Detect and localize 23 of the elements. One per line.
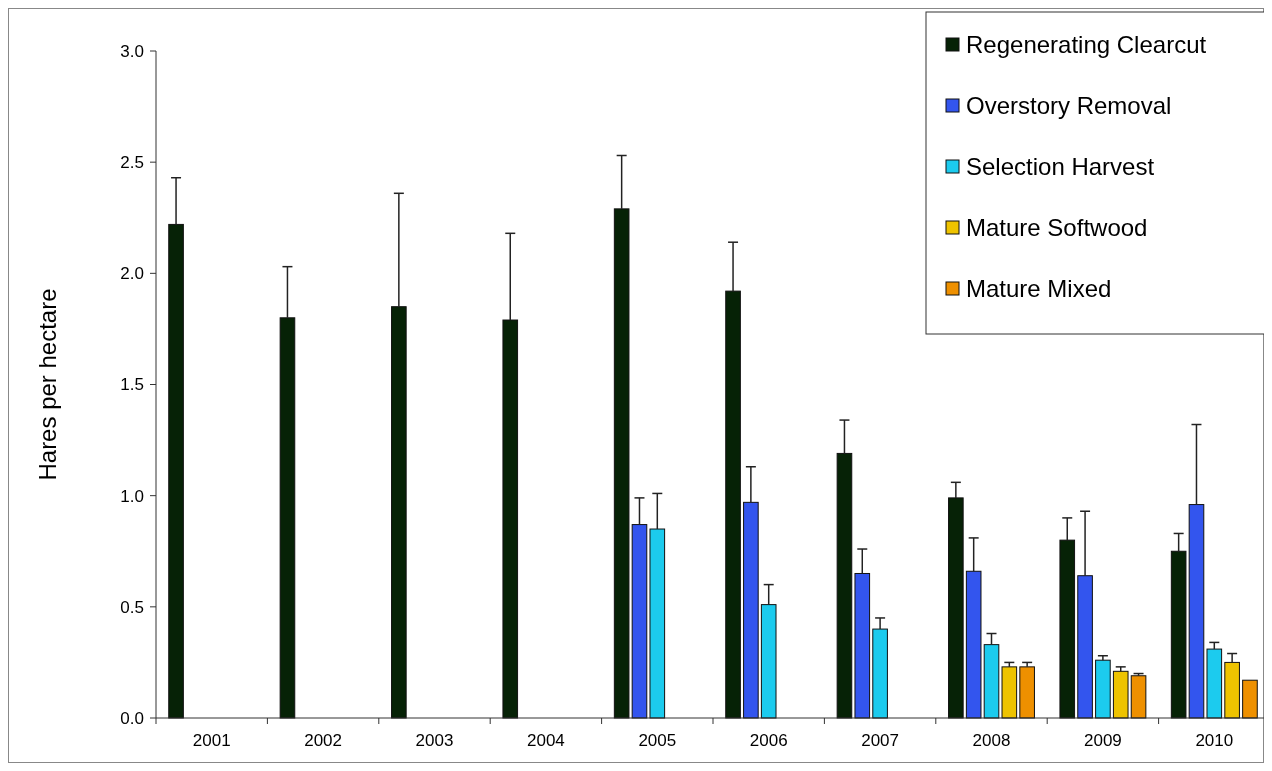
x-tick-label: 2003 <box>415 731 454 750</box>
x-tick-label: 2009 <box>1083 731 1122 750</box>
x-tick-label: 2005 <box>638 731 677 750</box>
legend-label: Overstory Removal <box>966 92 1172 120</box>
y-axis-title: Hares per hectare <box>34 288 61 481</box>
legend-label: Mature Softwood <box>966 214 1148 242</box>
x-tick-label: 2008 <box>972 731 1011 750</box>
legend-label: Selection Harvest <box>966 153 1155 181</box>
y-tick-label: 0.5 <box>120 597 144 617</box>
x-tick-label: 2002 <box>304 731 343 750</box>
x-tick-label: 2006 <box>749 731 788 750</box>
x-tick-label: 2004 <box>526 731 565 750</box>
y-tick-label: 0.0 <box>120 708 144 728</box>
legend-label: Regenerating Clearcut <box>966 31 1207 59</box>
y-tick-label: 2.0 <box>120 264 144 284</box>
y-tick-label: 1.0 <box>120 486 144 506</box>
x-tick-label: 2001 <box>192 731 231 750</box>
y-tick-label: 1.5 <box>120 375 144 395</box>
legend-label: Mature Mixed <box>966 275 1112 303</box>
y-tick-label: 3.0 <box>120 41 144 61</box>
y-tick-label: 2.5 <box>120 153 144 173</box>
x-tick-label: 2010 <box>1195 731 1234 750</box>
x-tick-label: 2007 <box>861 731 900 750</box>
